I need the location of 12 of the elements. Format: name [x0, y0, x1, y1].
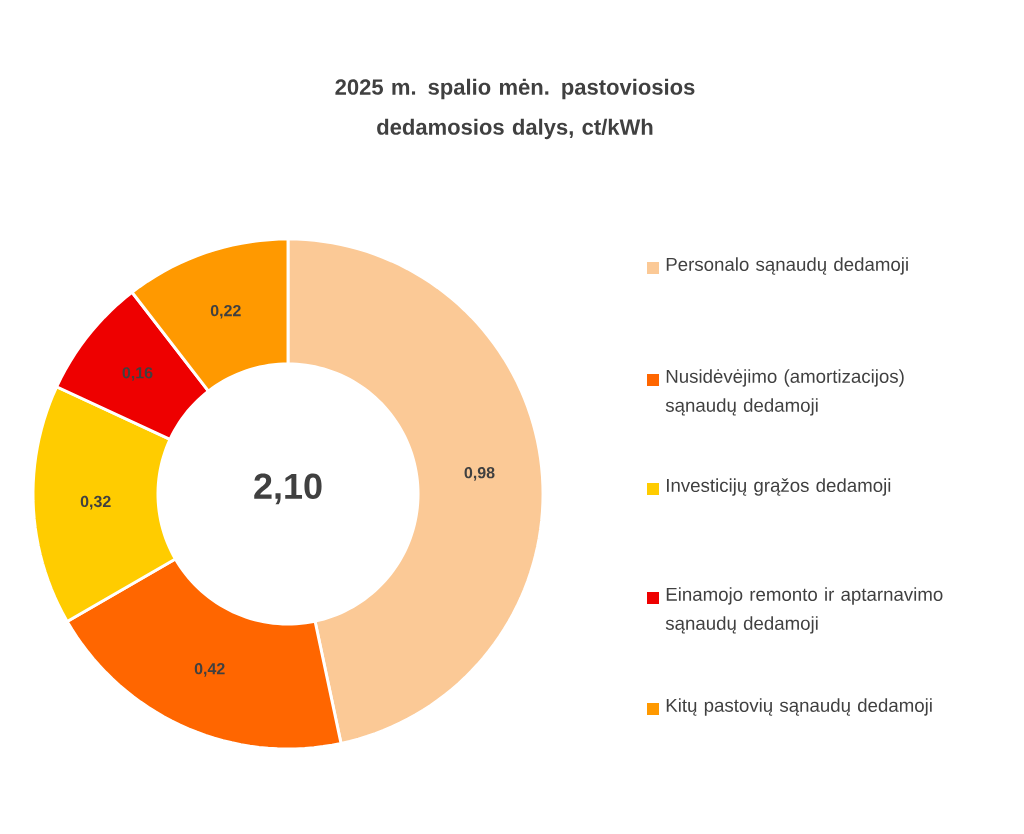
data-label: 0,16: [122, 367, 153, 381]
legend-label: Personalo sąnaudų dedamoji: [666, 257, 908, 275]
legend-label: Nusidėvėjimo (amortizacijos) sąnaudų dedamoji: [665, 369, 904, 416]
legend-label: Investicijų grąžos dedamoji: [666, 478, 891, 496]
chart-title: 2025 m. spalio mėn. pastoviosios dedamosios dalys, ct/kWh: [335, 78, 695, 140]
data-label: 0,42: [194, 663, 225, 677]
data-label: 0,98: [464, 467, 495, 481]
legend-label: Kitų pastovių sąnaudų dedamoji: [666, 698, 932, 716]
data-label: 0,32: [80, 495, 111, 510]
legend-label: Einamojo remonto ir aptarnavimo sąnaudų dedamoji: [665, 587, 943, 634]
data-label: 0,22: [210, 304, 241, 319]
text: 2,10: [254, 473, 322, 505]
